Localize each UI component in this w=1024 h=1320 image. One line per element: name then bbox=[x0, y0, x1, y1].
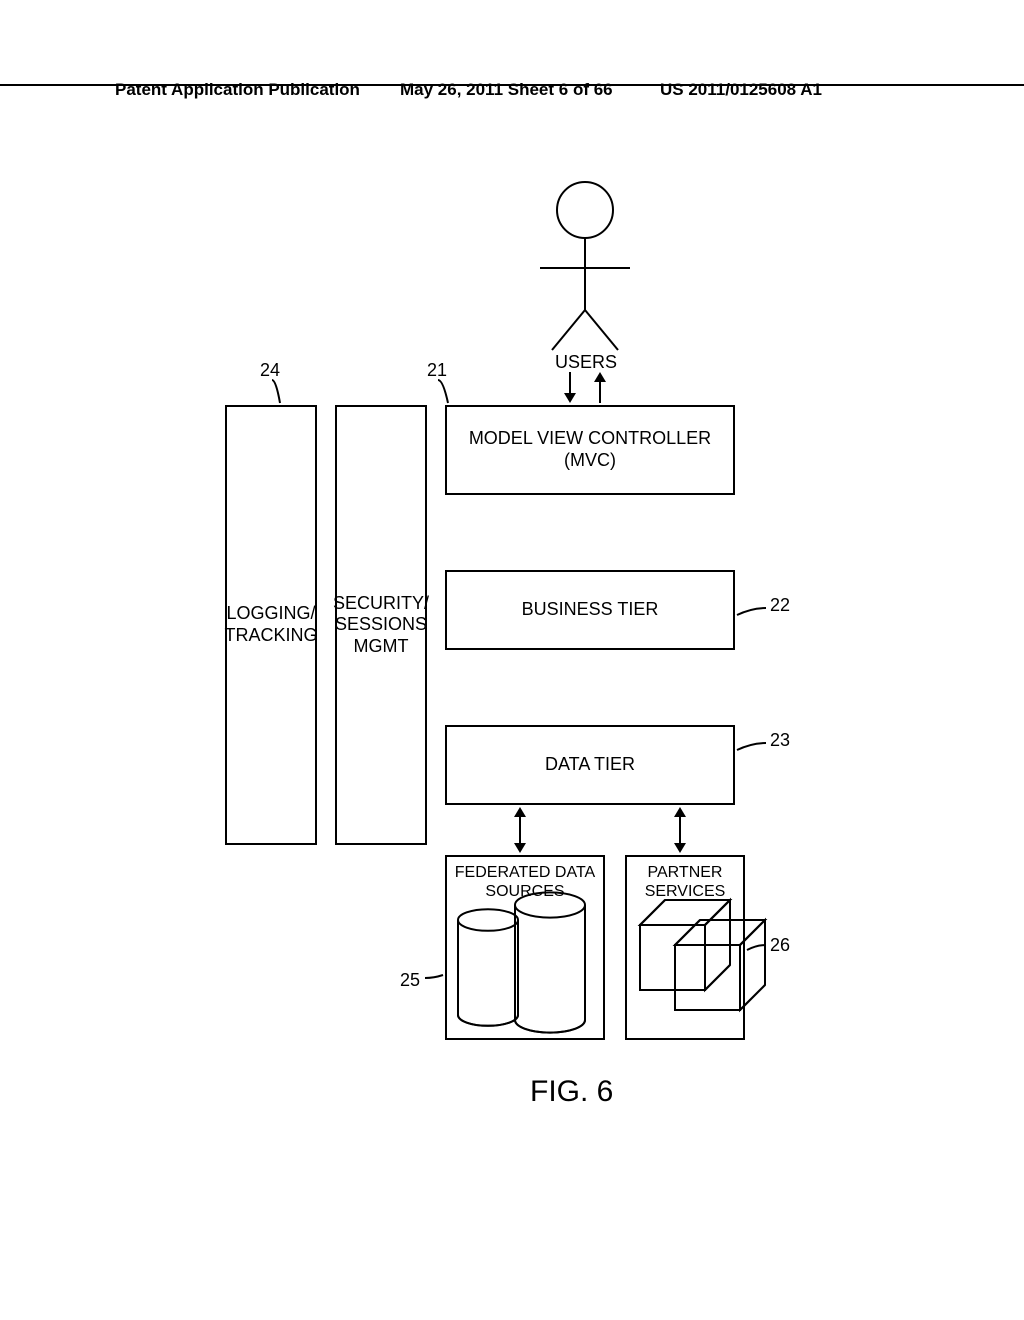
ref-25: 25 bbox=[400, 970, 420, 991]
ref-22: 22 bbox=[770, 595, 790, 616]
security-sessions-box: SECURITY/SESSIONSMGMT bbox=[335, 405, 427, 845]
security-sessions-label: SECURITY/SESSIONSMGMT bbox=[333, 593, 429, 658]
mvc-label: MODEL VIEW CONTROLLER (MVC) bbox=[451, 428, 729, 471]
federated-box: FEDERATED DATASOURCES bbox=[445, 855, 605, 1040]
page-header: Patent Application Publication May 26, 2… bbox=[0, 80, 1024, 86]
data-tier-box: DATA TIER bbox=[445, 725, 735, 805]
partner-box: PARTNERSERVICES bbox=[625, 855, 745, 1040]
ref-23: 23 bbox=[770, 730, 790, 751]
header-left: Patent Application Publication bbox=[115, 80, 360, 100]
ref-21: 21 bbox=[427, 360, 447, 381]
data-tier-label: DATA TIER bbox=[545, 754, 635, 776]
diagram-svg bbox=[0, 0, 1024, 1320]
logging-tracking-box: LOGGING/TRACKING bbox=[225, 405, 317, 845]
header-center: May 26, 2011 Sheet 6 of 66 bbox=[400, 80, 613, 100]
ref-26: 26 bbox=[770, 935, 790, 956]
federated-label: FEDERATED DATASOURCES bbox=[455, 863, 595, 901]
mvc-box: MODEL VIEW CONTROLLER (MVC) bbox=[445, 405, 735, 495]
header-right: US 2011/0125608 A1 bbox=[660, 80, 822, 100]
page: Patent Application Publication May 26, 2… bbox=[0, 0, 1024, 1320]
users-label: USERS bbox=[555, 352, 617, 373]
ref-24: 24 bbox=[260, 360, 280, 381]
partner-label: PARTNERSERVICES bbox=[645, 863, 726, 901]
logging-tracking-label: LOGGING/TRACKING bbox=[225, 603, 318, 646]
business-tier-box: BUSINESS TIER bbox=[445, 570, 735, 650]
figure-label: FIG. 6 bbox=[530, 1075, 613, 1109]
business-tier-label: BUSINESS TIER bbox=[522, 599, 659, 621]
